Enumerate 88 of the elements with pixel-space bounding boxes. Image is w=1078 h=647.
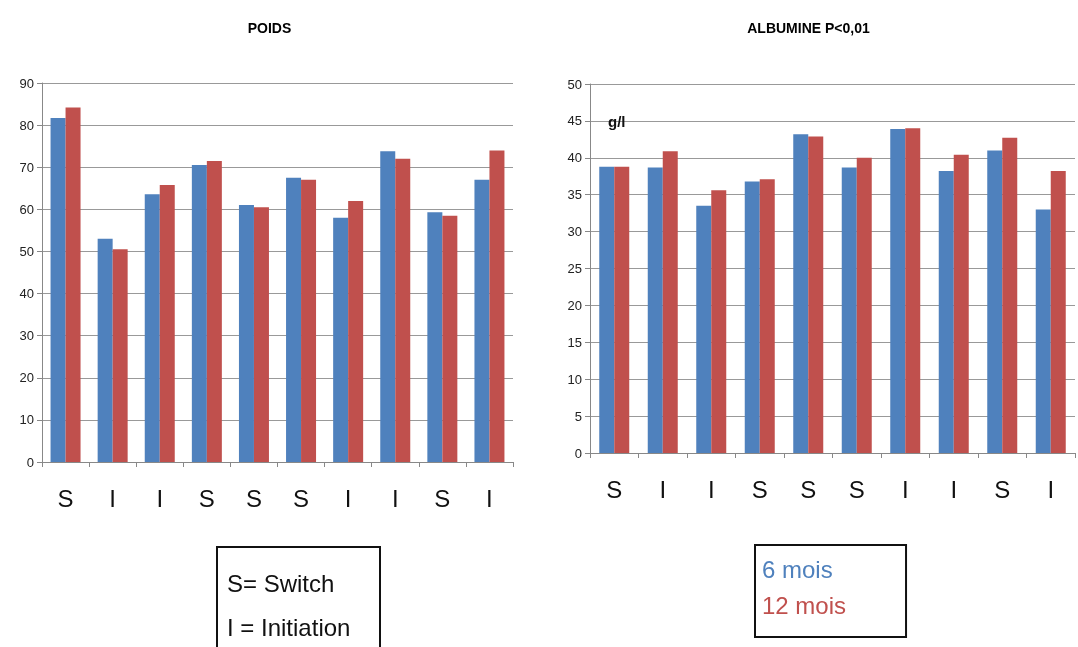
y-tick-label: 5 (574, 408, 582, 424)
x-tick-label: S (57, 484, 74, 512)
bar (206, 160, 222, 462)
y-tick-label: 70 (19, 159, 34, 175)
x-tick-label: S (848, 475, 865, 503)
y-tick-label: 40 (567, 150, 582, 166)
bar (614, 166, 630, 453)
bar (489, 150, 505, 462)
bar (793, 134, 809, 453)
bar (474, 179, 490, 462)
bar (905, 128, 921, 453)
y-tick-label: 25 (567, 261, 582, 276)
text: I = Initiation (227, 613, 351, 641)
y-tick-label: 50 (567, 76, 582, 92)
y-tick-label: 30 (567, 224, 582, 240)
bar (144, 194, 160, 462)
bar (1050, 171, 1066, 453)
bar (953, 154, 969, 453)
bar (112, 249, 128, 462)
y-tick-label: 30 (19, 328, 34, 344)
x-tick-label: S (751, 475, 768, 503)
bar (395, 158, 411, 462)
y-tick-label: 15 (567, 334, 582, 350)
y-tick-label: 20 (19, 370, 34, 386)
text: 6 mois (762, 555, 833, 583)
bar (380, 151, 396, 462)
y-tick-label: 90 (19, 75, 34, 91)
bar (841, 167, 857, 453)
y-tick-label: 0 (574, 445, 582, 461)
bar (50, 117, 66, 462)
bar (427, 212, 443, 462)
y-tick-label: 35 (567, 187, 582, 203)
x-tick-label: I (156, 484, 164, 512)
y-tick-label: 45 (567, 113, 582, 129)
bar (97, 238, 113, 462)
text: S= Switch (227, 569, 335, 597)
text: 12 mois (762, 591, 847, 619)
bar (856, 157, 872, 453)
bar (662, 151, 678, 453)
y-tick-label: 50 (19, 243, 34, 259)
bar (442, 215, 458, 462)
x-tick-label: S (994, 475, 1011, 503)
x-tick-label: I (901, 475, 909, 503)
y-tick-label: 0 (26, 454, 34, 470)
bar (333, 217, 349, 462)
bar (711, 190, 727, 453)
chart-title: POIDS (247, 20, 292, 36)
chart-title: ALBUMINE P<0,01 (747, 20, 870, 36)
x-tick-label: S (293, 484, 310, 512)
x-tick-label: I (486, 484, 493, 512)
bar (65, 107, 81, 462)
bar (238, 205, 254, 462)
y-tick-label: 80 (19, 117, 34, 133)
bar (286, 177, 302, 462)
bar (938, 171, 954, 453)
bar (159, 184, 175, 462)
x-tick-label: I (659, 475, 667, 503)
bar (759, 179, 775, 453)
x-tick-label: I (344, 484, 352, 512)
bar (301, 179, 317, 462)
y-tick-label: 10 (567, 371, 582, 387)
bar (348, 200, 364, 462)
x-tick-label: I (707, 475, 715, 503)
y-tick-label: 20 (567, 297, 582, 313)
bar (808, 136, 824, 453)
bar (599, 166, 615, 453)
bar (253, 207, 269, 462)
bar (1002, 137, 1018, 453)
y-tick-label: 10 (19, 412, 34, 428)
bar (890, 129, 906, 453)
bar (987, 150, 1003, 453)
y-tick-label: 60 (19, 201, 34, 217)
x-tick-label: I (1047, 475, 1055, 503)
x-tick-label: I (950, 475, 958, 503)
x-tick-label: I (391, 484, 399, 512)
bar (1035, 209, 1051, 453)
bar (696, 205, 712, 453)
bar (647, 167, 663, 453)
bar (191, 165, 207, 462)
bar (744, 181, 760, 453)
x-tick-label: I (109, 484, 116, 512)
x-tick-label: S (434, 484, 451, 512)
y-tick-label: 40 (19, 286, 34, 302)
x-tick-label: S (606, 475, 623, 503)
y-axis-title: g/l (608, 113, 626, 130)
x-tick-label: S (245, 484, 262, 512)
x-tick-label: S (800, 475, 817, 503)
x-tick-label: S (198, 484, 215, 512)
